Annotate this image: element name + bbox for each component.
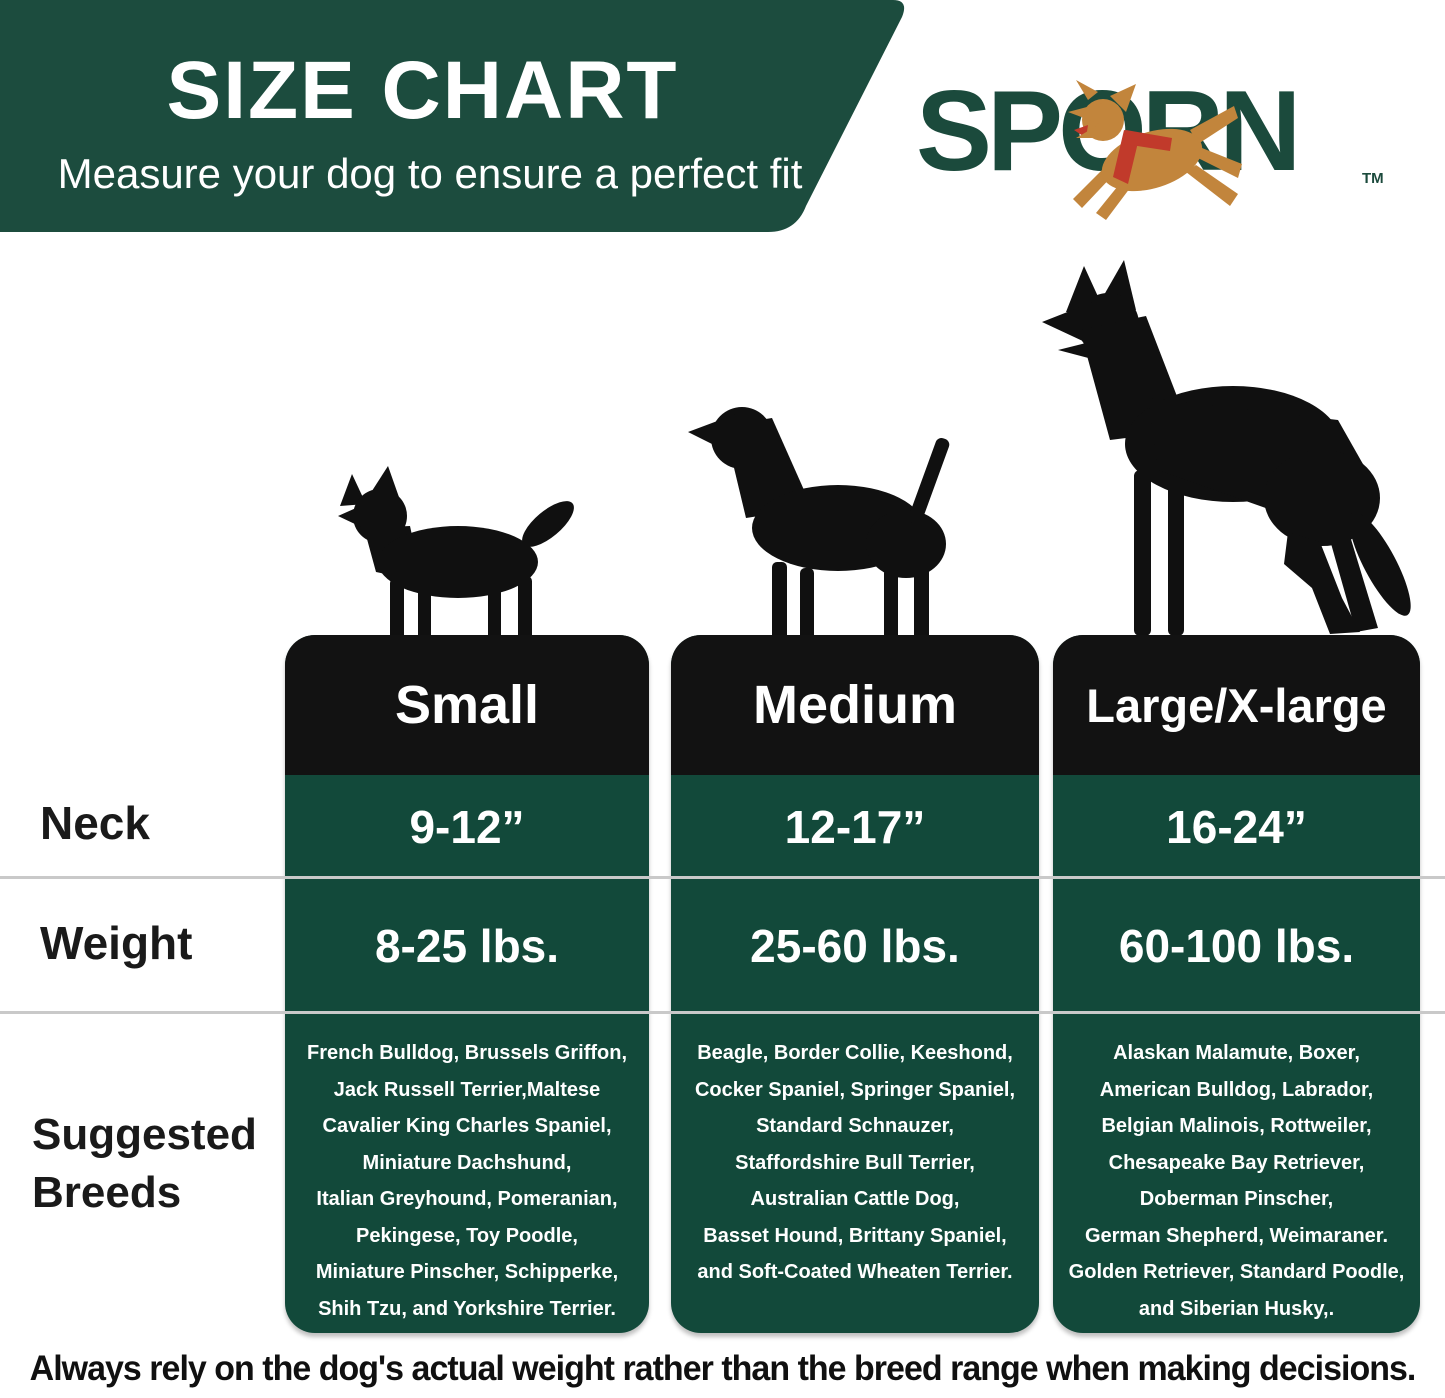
brand-trademark: TM (1362, 170, 1384, 187)
weight-value: 25-60 lbs. (750, 920, 960, 972)
jumping-dog-icon (1068, 80, 1242, 220)
size-column-header: Small (285, 635, 649, 775)
size-column-header: Medium (671, 635, 1039, 775)
page-title: SIZE CHART (166, 45, 679, 136)
breeds-list: Beagle, Border Collie, Keeshond, Cocker … (694, 1042, 1016, 1283)
neck-value: 9-12” (409, 801, 525, 853)
weight-value: 60-100 lbs. (1118, 920, 1355, 972)
neck-value: 16-24” (1166, 801, 1307, 853)
row-label-suggested-breeds: Suggested Breeds (32, 1110, 257, 1217)
size-column-large: Large/X-large 16-24” 60-100 lbs. Alaskan… (1053, 635, 1420, 1333)
row-label-neck: Neck (40, 797, 150, 849)
breeds-list: Alaskan Malamute, Boxer, American Bulldo… (1068, 1042, 1405, 1320)
large-dog-silhouette-icon (1042, 260, 1411, 636)
size-column-header: Large/X-large (1053, 635, 1420, 775)
row-divider (0, 1011, 1445, 1014)
size-column-medium: Medium 12-17” 25-60 lbs. Beagle, Border … (671, 635, 1039, 1333)
page-subtitle: Measure your dog to ensure a perfect fit (57, 150, 803, 197)
medium-dog-silhouette-icon (688, 407, 950, 640)
header-band (0, 0, 905, 232)
footer-note: Always rely on the dog's actual weight r… (29, 1349, 1417, 1388)
breeds-list: French Bulldog, Brussels Griffon, Jack R… (306, 1042, 628, 1320)
size-column-small: Small 9-12” 8-25 lbs. French Bulldog, Br… (285, 635, 649, 1333)
row-label-weight: Weight (40, 917, 193, 969)
neck-value: 12-17” (784, 801, 926, 853)
weight-value: 8-25 lbs. (374, 920, 560, 972)
row-divider (0, 876, 1445, 879)
small-dog-silhouette-icon (338, 466, 574, 641)
